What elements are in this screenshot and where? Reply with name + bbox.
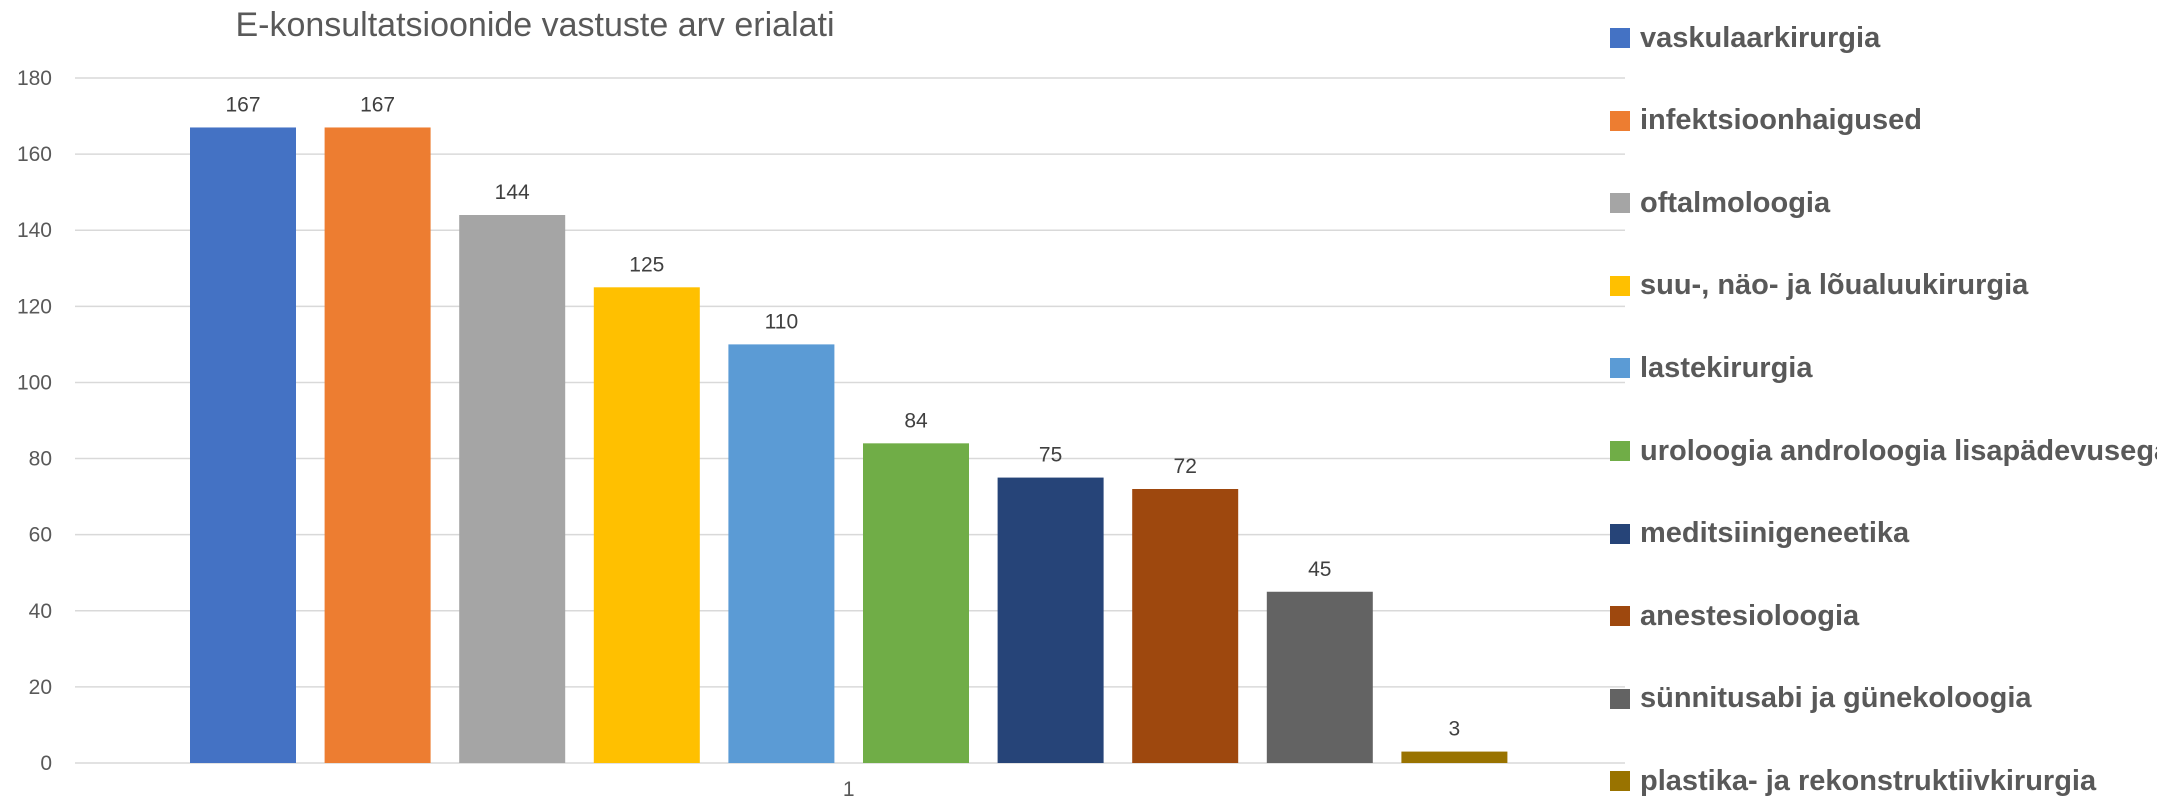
legend-label: anestesioloogia — [1640, 599, 1860, 632]
bar — [1401, 751, 1508, 763]
legend-item: sünnitusabi ja günekoloogia — [1610, 679, 2032, 719]
legend-item: plastika- ja rekonstruktiivkirurgia — [1610, 761, 2096, 801]
bar — [728, 344, 835, 763]
legend-item: oftalmoloogia — [1610, 183, 1830, 223]
data-label: 125 — [629, 253, 664, 276]
bar — [1266, 591, 1373, 763]
data-label: 167 — [360, 93, 395, 116]
legend-label: uroloogia androloogia lisapädevusega — [1640, 434, 2157, 467]
legend-label: vaskulaarkirurgia — [1640, 21, 1881, 54]
data-label: 167 — [225, 93, 260, 116]
chart-title: E-konsultatsioonide vastuste arv erialat… — [235, 6, 834, 44]
legend-item: lastekirurgia — [1610, 348, 1812, 388]
data-labels: 167 167 144 125 110 84 75 72 45 3 — [225, 93, 1460, 740]
x-axis-ticks: 1 — [843, 778, 855, 801]
y-tick-label: 40 — [29, 600, 52, 623]
legend-label: suu-, näo- ja lõualuukirurgia — [1640, 269, 2029, 302]
legend-item: meditsiinigeneetika — [1610, 514, 1909, 554]
legend-swatch — [1610, 358, 1630, 379]
data-label: 84 — [904, 409, 928, 432]
y-tick-label: 160 — [17, 143, 52, 166]
y-tick-label: 180 — [17, 67, 52, 90]
legend-item: suu-, näo- ja lõualuukirurgia — [1610, 266, 2028, 306]
bar — [863, 443, 969, 763]
bar — [1132, 489, 1239, 763]
bar — [324, 127, 431, 763]
bar — [459, 215, 566, 763]
x-tick-label: 1 — [843, 778, 855, 801]
legend-item: vaskulaarkirurgia — [1610, 18, 1880, 58]
bars — [190, 127, 1508, 763]
bar — [997, 477, 1104, 763]
legend-item: uroloogia androloogia lisapädevusega — [1610, 431, 2157, 471]
y-tick-label: 140 — [17, 219, 52, 242]
legend-swatch — [1610, 110, 1630, 131]
legend-label: oftalmoloogia — [1640, 186, 1831, 219]
legend-swatch — [1610, 193, 1630, 214]
legend-swatch — [1610, 28, 1630, 48]
y-axis-ticks: 0 20 40 60 80 100 120 140 160 180 — [17, 67, 52, 775]
legend-item: anestesioloogia — [1610, 596, 1859, 636]
legend-label: sünnitusabi ja günekoloogia — [1640, 682, 2032, 715]
data-label: 110 — [765, 310, 798, 333]
legend-swatch — [1610, 688, 1630, 709]
data-label: 72 — [1174, 455, 1197, 478]
bar — [190, 127, 296, 763]
legend-label: infektsioonhaigused — [1640, 104, 1922, 137]
legend-swatch — [1610, 771, 1630, 792]
bar — [593, 287, 700, 763]
legend-label: plastika- ja rekonstruktiivkirurgia — [1640, 764, 2097, 797]
y-tick-label: 20 — [29, 676, 52, 699]
legend-label: meditsiinigeneetika — [1640, 517, 1910, 550]
y-tick-label: 100 — [17, 371, 52, 394]
data-label: 144 — [495, 181, 530, 204]
y-tick-label: 120 — [17, 295, 52, 318]
y-tick-label: 0 — [40, 752, 52, 775]
data-label: 75 — [1039, 444, 1062, 467]
legend-swatch — [1610, 523, 1630, 544]
legend-swatch — [1610, 441, 1630, 461]
legend-item: infektsioonhaigused — [1610, 101, 1922, 141]
data-label: 3 — [1449, 718, 1461, 741]
legend-swatch — [1610, 275, 1630, 296]
legend-label: lastekirurgia — [1640, 351, 1813, 384]
y-tick-label: 80 — [29, 448, 52, 471]
data-label: 45 — [1308, 558, 1331, 581]
legend-swatch — [1610, 606, 1630, 627]
gridlines — [75, 77, 1625, 764]
y-tick-label: 60 — [29, 524, 52, 547]
